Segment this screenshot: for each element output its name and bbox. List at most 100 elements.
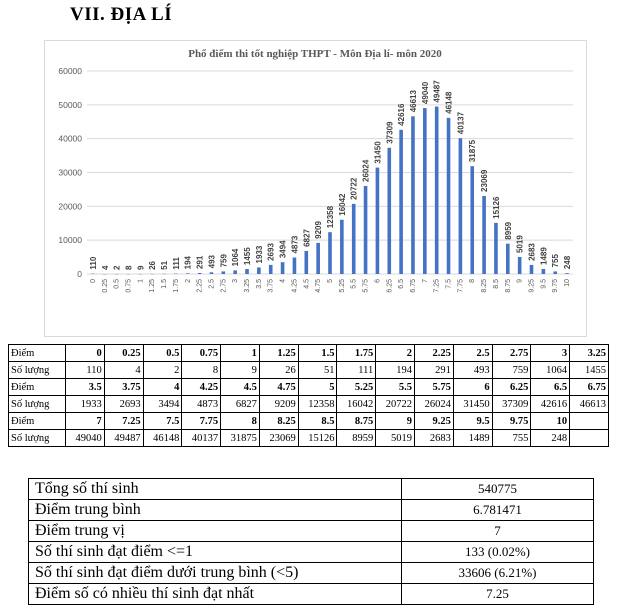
count-cell: 26024 [414,395,454,413]
stats-value: 33606 (6.21%) [401,562,594,584]
count-cell: 42616 [530,395,571,413]
bar [411,116,415,274]
x-tick-label: 8.25 [481,279,488,293]
bar [280,262,285,274]
score-row: Điểm 0 0.25 0.5 0.75 1 1.25 1.5 1.75 2 2.25 2.5 2.75… [8,344,609,362]
data-label: 759 [219,254,228,268]
score-cell: 3.5 [65,378,105,396]
bar [506,243,510,274]
count-cell: 1489 [452,429,493,447]
data-label: 20722 [350,177,359,200]
x-tick-label: 2 [185,279,192,283]
score-cell: 9.25 [414,412,454,430]
x-tick-label: 2.5 [208,279,215,289]
bar [494,222,498,274]
count-row-label: Số lượng [8,395,66,413]
count-cell: 37309 [491,395,532,413]
score-cell: 4.25 [181,378,222,396]
data-label: 4 [101,265,110,270]
bar [553,271,558,274]
count-cell: 194 [375,361,416,379]
score-row-label: Điểm [8,412,66,430]
x-tick-label: 7.75 [457,279,464,293]
score-cell: 1.25 [258,344,299,362]
count-cell: 291 [414,361,454,379]
count-cell: 12358 [297,395,338,413]
data-label: 1933 [255,245,264,263]
x-tick-label: 6 [374,279,381,283]
count-cell: 9209 [258,395,299,413]
data-label: 26 [148,260,157,269]
bar [316,242,320,274]
x-tick-label: 4.25 [291,279,298,293]
data-label: 2 [113,265,122,270]
section-heading: VII. ĐỊA LÍ [70,4,173,25]
x-tick-label: 6.25 [386,279,393,293]
count-cell: 4873 [181,395,222,413]
score-cell: 4.75 [258,378,299,396]
score-cell: 0 [65,344,105,362]
x-tick-label: 1.25 [149,279,156,293]
count-row: Số lượng 110 4 2 8 9 26 51 111 194 291 493 759 1064 14… [8,361,609,379]
data-label: 12358 [326,205,335,228]
score-cell: 8.75 [336,412,377,430]
x-tick-label: 0.5 [114,279,121,289]
stats-value: 7.25 [401,583,594,605]
y-tick-label: 50000 [58,100,82,110]
x-tick-label: 4 [280,279,287,283]
data-label: 49487 [433,80,442,103]
count-cell: 20722 [375,395,416,413]
count-cell: 2693 [103,395,144,413]
data-label: 291 [196,255,205,269]
score-cell: 0.5 [142,344,183,362]
stats-label: Số thí sinh đạt điểm dưới trung bình (<5… [28,562,402,584]
data-label: 8 [124,265,133,270]
score-cell: 3.25 [569,344,609,362]
x-tick-label: 4.75 [315,279,322,293]
x-tick-label: 4.5 [303,279,310,289]
data-label: 755 [551,254,560,268]
score-cell: 1.5 [297,344,338,362]
score-cell: 8.25 [258,412,299,430]
data-label: 2693 [267,243,276,261]
x-tick-label: 3 [232,279,239,283]
bar [529,264,534,274]
score-cell: 2.75 [491,344,532,362]
count-cell: 1933 [65,395,105,413]
score-cell: 0.25 [103,344,144,362]
bar [257,267,261,274]
data-label: 16042 [338,193,347,216]
data-label: 37309 [385,121,394,144]
x-tick-label: 9.5 [540,279,547,289]
bar [197,273,202,274]
score-cell: 7 [65,412,105,430]
score-cell: 0.75 [181,344,222,362]
bar [292,257,297,274]
x-tick-label: 8.75 [505,279,512,293]
count-row: Số lượng 1933 2693 3494 4873 6827 9209 12358 160… [8,395,609,413]
data-label: 46613 [409,89,418,112]
x-tick-label: 2.75 [220,279,227,293]
bar [434,106,439,274]
x-tick-label: 8.5 [493,279,500,289]
data-label: 3494 [279,240,288,258]
count-cell: 759 [491,361,532,379]
y-tick-label: 0 [77,269,82,279]
score-cell: 9 [375,412,416,430]
score-cell: 4 [142,378,183,396]
bar [482,195,486,274]
score-cell: 6 [452,378,493,396]
stats-value: 6.781471 [401,499,594,521]
score-cell: 10 [530,412,571,430]
x-tick-label: 3.75 [268,279,275,293]
bar [185,273,190,274]
score-cell: 9.75 [491,412,532,430]
stats-value: 540775 [401,478,594,500]
stats-row: Điểm số có nhiều thí sinh đạt nhất 7.25 [28,583,594,605]
score-cell: 6.25 [491,378,532,396]
count-cell: 6827 [220,395,260,413]
score-cell: 4.5 [220,378,260,396]
data-label: 26024 [362,159,371,182]
stats-row: Số thí sinh đạt điểm <=1 133 (0.02%) [28,541,594,563]
summary-stats-table: Tổng số thí sinh 540775 Điểm trung bình 6.7… [28,478,594,605]
